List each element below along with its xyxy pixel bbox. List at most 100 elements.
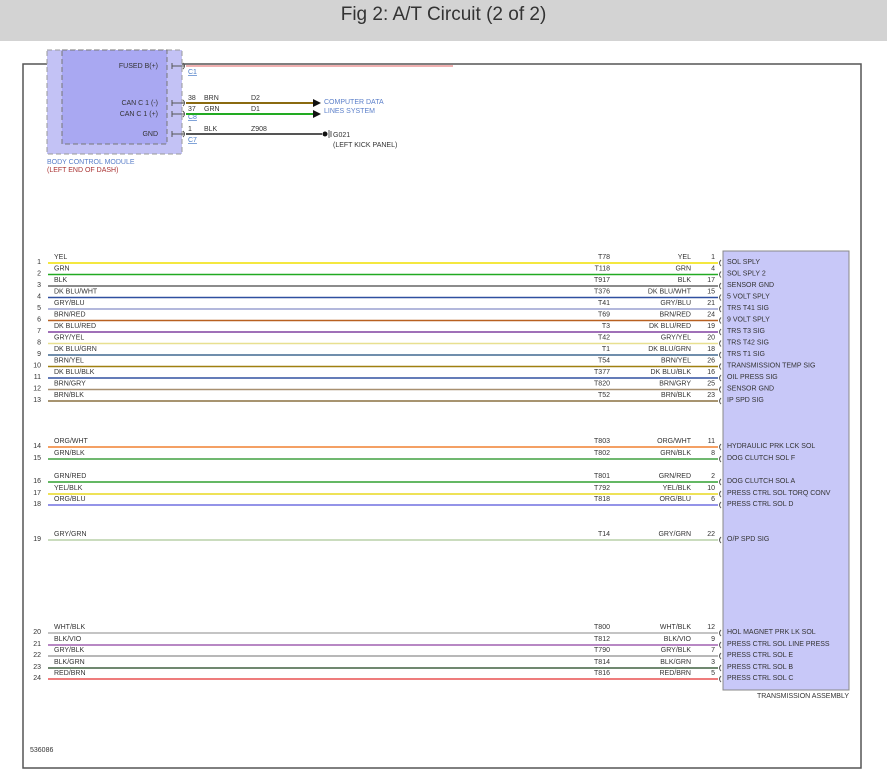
pin-function-label: PRESS CTRL SOL E [727,652,793,659]
wire-color-left: BRN/YEL [54,358,84,365]
wire-number: 4 [37,294,41,301]
wire-color-right: WHT/BLK [660,624,691,631]
connector-terminal-icon [719,443,722,451]
wire-circuit: T1 [602,346,610,353]
figure-id: 536086 [30,747,53,754]
connector-terminal-icon [171,99,185,107]
wire-color-left: GRY/BLK [54,647,85,654]
pin-function-label: TRANSMISSION TEMP SIG [727,363,815,370]
wire-pin: 2 [711,473,715,480]
wire-row: 12 BRN/GRY T820 BRN/GRY 25 SENSOR GND [33,381,774,393]
wire-color-right: BLK/VIO [664,636,692,643]
connector-terminal-icon [719,305,722,313]
wire-color-right: GRY/BLU [660,300,691,307]
pin-function-label: PRESS CTRL SOL B [727,664,793,671]
pin-function-label: OIL PRESS SIG [727,374,778,381]
ground-name: G021 [333,132,350,139]
wire-color-right: DK BLU/WHT [648,289,692,296]
connector-terminal-icon [719,363,722,370]
wire-number: 22 [33,652,41,659]
wire-circuit: T14 [598,531,610,538]
wire-circuit: T54 [598,358,610,365]
wire-number: 1 [37,259,41,266]
connector-terminal-icon [171,110,185,118]
bcm-location: (LEFT END OF DASH) [47,167,118,174]
wire-row: 7 DK BLU/RED T3 DK BLU/RED 19 TRS T3 SIG [37,323,765,336]
wire-row: 15 GRN/BLK T802 GRN/BLK 8 DOG CLUTCH SOL F [33,450,795,463]
wire-color-right: BRN/YEL [661,358,691,365]
ground-icon [322,131,328,137]
wire-pin: 5 [711,670,715,677]
pin-function-label: 9 VOLT SPLY [727,317,770,324]
wire-circuit: T802 [594,450,610,457]
wire-row: 3 BLK T917 BLK 17 SENSOR GND [37,277,774,290]
wire-number: 19 [33,536,41,543]
wire-circuit: T818 [594,496,610,503]
wire-color-left: ORG/BLU [54,496,86,503]
wire-pin: 24 [707,312,715,319]
wire-color-left: DK BLU/WHT [54,289,98,296]
wire-number: 3 [37,282,41,289]
wire-pin: 9 [711,636,715,643]
connector-terminal-icon [719,641,722,649]
wire-number: 7 [37,328,41,335]
wire-color-right: GRY/YEL [661,335,691,342]
wire-circuit: T69 [598,312,610,319]
wire-color-right: DK BLU/GRN [648,346,691,353]
connector-terminal-icon [719,490,722,498]
connector-link[interactable]: C7 [188,137,197,144]
wire-pin: 22 [707,531,715,538]
wire-color-left: BRN/GRY [54,381,86,388]
connector-terminal-icon [719,397,722,405]
wire-color-right: BLK/GRN [660,659,691,666]
wire-number: 20 [33,629,41,636]
diagram-frame [22,63,862,769]
pin-function-label: SOL SPLY 2 [727,271,766,278]
can-dest-line2: LINES SYSTEM [324,108,375,115]
wire-row: 2 GRN T118 GRN 4 SOL SPLY 2 [37,266,766,278]
wire-color-left: DK BLU/RED [54,323,96,330]
wire-circuit: T376 [594,289,610,296]
wire-color-left: ORG/WHT [54,438,89,445]
wire-row: 6 BRN/RED T69 BRN/RED 24 9 VOLT SPLY [37,312,770,324]
wire-color-left: BLK [54,277,68,284]
wire-row: 21 BLK/VIO T812 BLK/VIO 9 PRESS CTRL SOL LINE… [33,636,830,649]
wire-circuit: T816 [594,670,610,677]
connector-link[interactable]: C1 [188,69,197,76]
transmission-wires: TRANSMISSION ASSEMBLY 1 YEL T78 YEL 1 SOL SPLY… [33,250,850,700]
pin-function-label: DOG CLUTCH SOL F [727,455,795,462]
ground-location: (LEFT KICK PANEL) [333,142,397,149]
transmission-assembly-box [722,250,850,691]
wire-color-right: GRY/GRN [658,531,691,538]
pin-function-label: PRESS CTRL SOL D [727,501,793,508]
pin-function-label: SOL SPLY [727,259,760,266]
wire-pin: 15 [707,289,715,296]
connector-terminal-icon [171,130,185,138]
pin-function-label: DOG CLUTCH SOL A [727,478,796,485]
connector-link[interactable]: C8 [188,114,197,121]
wire-number: 21 [33,641,41,648]
wire-circuit: T917 [594,277,610,284]
wire-number: 12 [33,386,41,393]
bcm-inner-box [61,49,168,145]
pin-function-label: SENSOR GND [727,386,774,393]
pin-function-label: SENSOR GND [727,282,774,289]
wire-row: 5 GRY/BLU T41 GRY/BLU 21 TRS T41 SIG [37,300,769,313]
wire-pin: 16 [707,369,715,376]
wire-pin: 10 [707,485,715,492]
pin-function-label: O/P SPD SIG [727,536,769,543]
wire-pin: 3 [711,659,715,666]
wire-color-right: YEL [678,254,691,261]
wire-number: 8 [37,340,41,347]
connector-terminal-icon [171,62,185,70]
arrow-icon [313,110,321,118]
wire-circuit: T801 [594,473,610,480]
wire-color-right: BRN/BLK [661,392,691,399]
wire-number: 5 [37,305,41,312]
wire-color-right: BRN/GRY [659,381,691,388]
wire-circuit: T377 [594,369,610,376]
wire-pin: 18 [707,346,715,353]
connector-terminal-icon [719,294,722,301]
wire-circuit: T118 [595,266,611,273]
